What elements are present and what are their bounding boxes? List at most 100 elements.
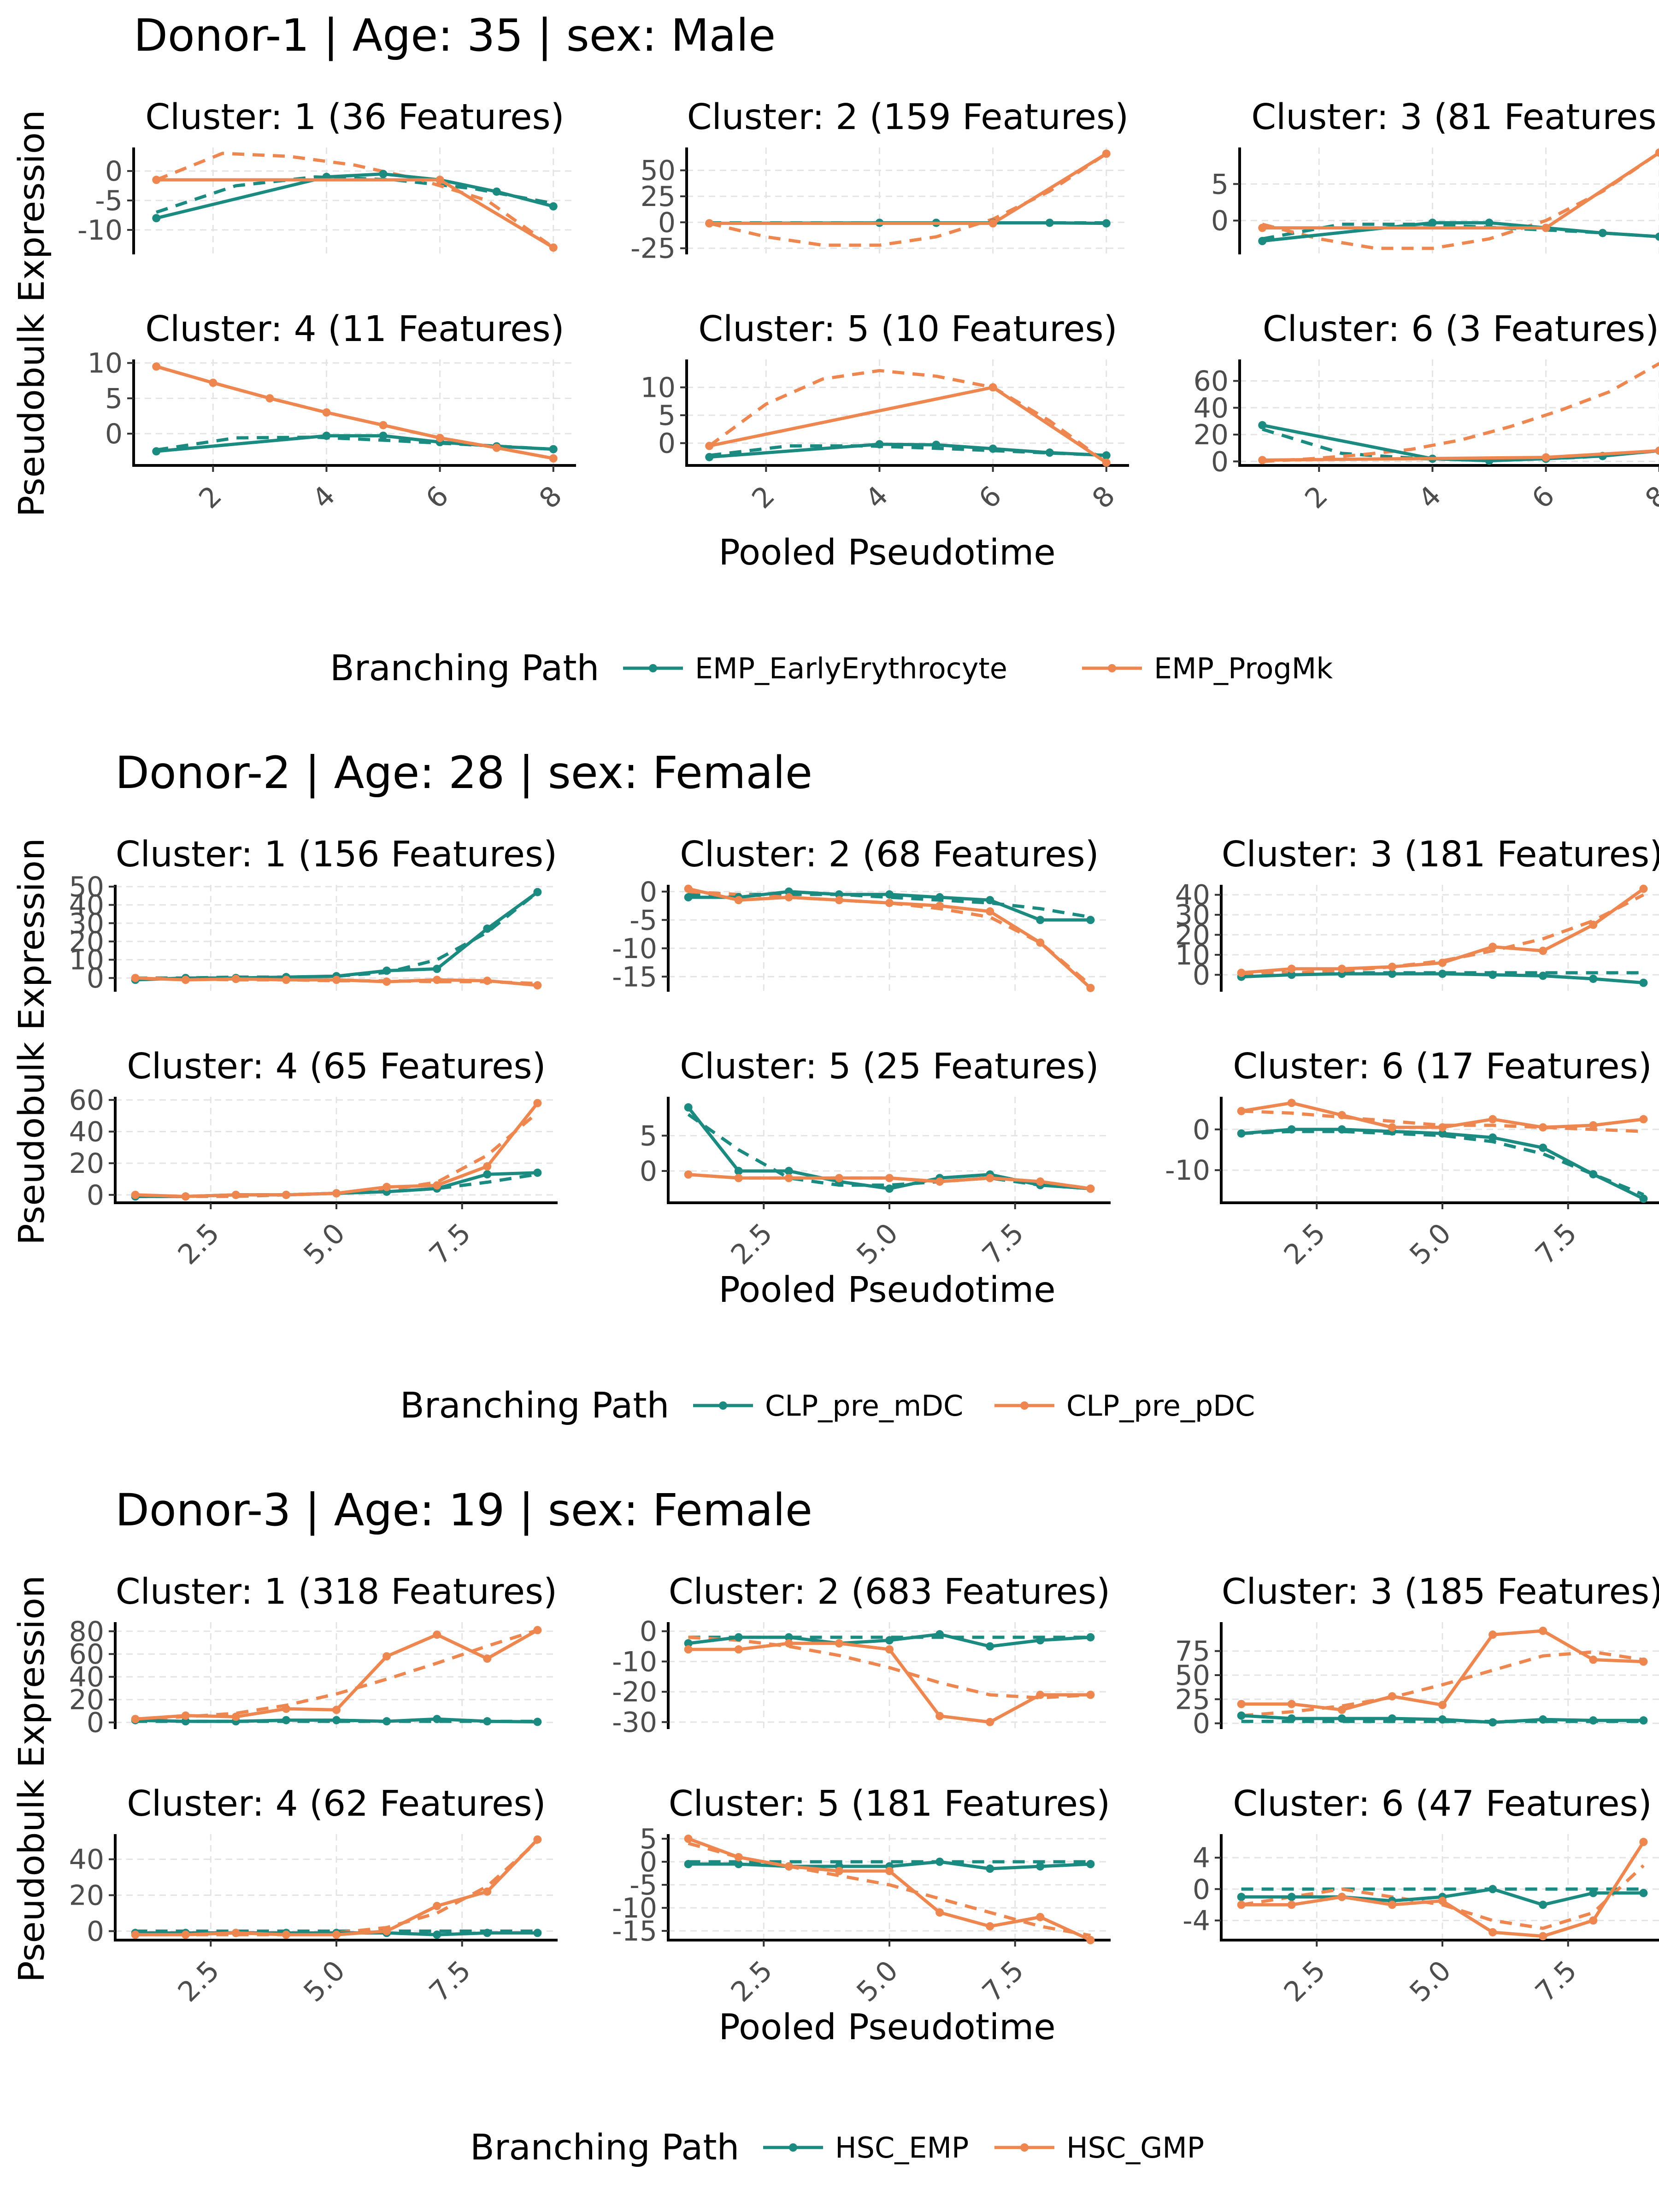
x-tick-label: 5.0 [851,1217,905,1271]
data-point [1102,219,1111,228]
data-point [1388,1692,1396,1700]
data-point [181,976,190,984]
data-point [835,1639,843,1647]
data-point [1655,447,1659,455]
panel-title: Cluster: 5 (10 Features) [698,309,1117,350]
data-point [875,440,884,448]
fit-line-EMP_ProgMk [1262,151,1659,250]
data-point [1086,1860,1095,1868]
data-point [684,1860,693,1868]
data-point [483,1717,492,1726]
data-point [986,1718,994,1726]
y-tick-label: 0 [658,428,676,460]
x-tick-label: 2 [1299,480,1334,515]
fit-line-EMP_ProgMk [708,369,1107,464]
data-point [181,1192,190,1201]
series-line-EMP_EarlyErythrocyte [156,434,553,453]
panel-title: Cluster: 4 (62 Features) [127,1783,546,1824]
panel-d2-c2: Cluster: 2 (68 Features) -15-10-50 [612,834,1111,993]
data-point [549,445,558,453]
data-point [1337,1893,1346,1901]
panel-title: Cluster: 1 (156 Features) [116,834,557,875]
panel-title: Cluster: 4 (65 Features) [127,1046,546,1087]
y-tick-label: 0 [1193,1708,1210,1740]
data-point [1639,1888,1648,1897]
data-point [1036,916,1045,924]
data-point [1287,971,1296,979]
data-point [533,1835,542,1844]
data-point [1036,1177,1045,1186]
y-tick-label: 50 [641,155,676,187]
data-point [1639,1838,1648,1847]
donor-block-1: Donor-1 | Age: 35 | sex: Male Pseudobulk … [12,10,1333,689]
data-point [332,1930,341,1939]
legend-title: Branching Path [470,2127,739,2168]
legend-key-point [789,2143,797,2152]
x-tick-label: 5.0 [851,1954,905,2008]
y-tick-label: 10 [69,944,104,977]
y-tick-label: 20 [69,1880,104,1912]
data-point [784,887,793,896]
data-point [1488,1928,1497,1936]
x-axis-label: Pooled Pseudotime [718,532,1055,573]
data-point [1086,1633,1095,1641]
x-tick-label: 5.0 [1404,1954,1458,2008]
data-point [549,454,558,463]
data-point [231,975,240,983]
y-tick-label: 0 [87,1179,104,1212]
data-point [483,1162,492,1171]
data-point [986,1642,994,1651]
y-tick-label: 80 [69,1616,104,1648]
legend-key-point [649,664,657,672]
data-point [1287,965,1296,973]
legend-key-point [1108,664,1116,672]
data-point [1086,983,1095,992]
data-point [784,1633,793,1641]
data-point [885,1184,894,1193]
data-point [332,1189,341,1198]
fit-line-CLP_pre_pDC [1241,1109,1644,1133]
data-point [533,888,542,896]
y-tick-label: 75 [1175,1635,1210,1668]
data-point [835,1867,843,1875]
data-point [1086,1690,1095,1699]
data-point [1102,149,1111,158]
x-tick-label: 4 [859,480,895,515]
data-point [1488,1718,1497,1727]
panel-title: Cluster: 6 (17 Features) [1233,1046,1652,1087]
data-point [382,966,391,975]
data-point [1485,218,1494,227]
data-point [988,219,997,228]
data-point [231,1929,240,1937]
series-line-EMP_ProgMk [709,152,1107,225]
y-tick-label: 25 [1175,1683,1210,1716]
x-tick-label: 5.0 [1404,1217,1458,1271]
y-tick-label: -5 [95,185,123,217]
data-point [935,1177,944,1186]
y-tick-label: -10 [612,1646,657,1678]
data-point [1488,971,1497,979]
data-point [379,431,388,440]
data-point [1541,224,1550,232]
data-point [885,1867,894,1875]
legend-entry: HSC_GMP [1066,2131,1204,2165]
data-point [492,187,501,196]
series-line-EMP_EarlyErythrocyte [1262,424,1659,463]
data-point [209,378,218,387]
data-point [734,1174,743,1182]
data-point [1036,1913,1045,1921]
data-point [549,202,558,211]
x-tick-label: 2.5 [1278,1217,1332,1271]
data-point [935,901,944,910]
y-tick-label: 0 [640,876,657,908]
y-axis-label: Pseudobulk Expression [12,1575,53,1982]
x-tick-label: 6 [1526,480,1561,515]
y-tick-label: 60 [1194,365,1229,398]
data-point [1036,938,1045,947]
data-point [986,1174,994,1182]
